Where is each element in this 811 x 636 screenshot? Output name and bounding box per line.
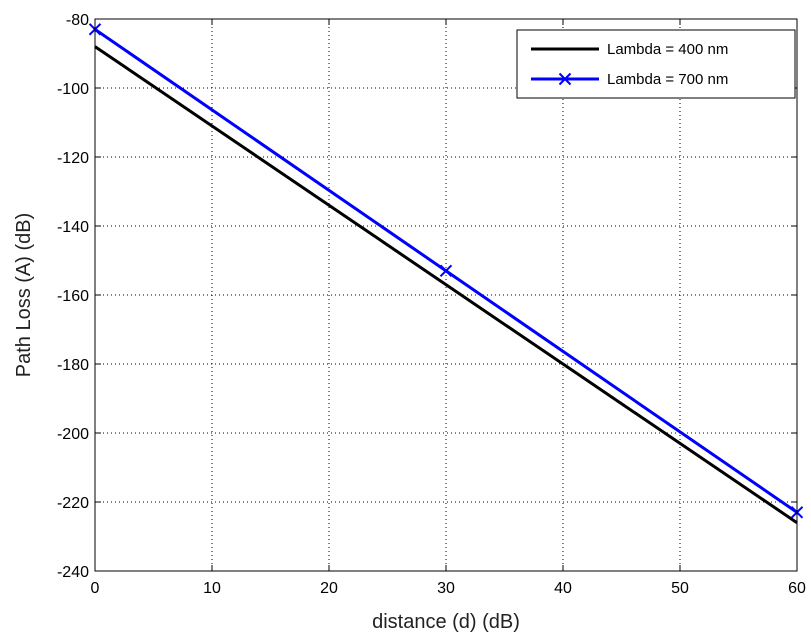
legend: Lambda = 400 nm Lambda = 700 nm bbox=[516, 29, 796, 99]
y-tick-label: -220 bbox=[57, 495, 89, 512]
y-tick-label: -100 bbox=[57, 81, 89, 98]
legend-marker-lambda-700 bbox=[558, 72, 572, 86]
series-line-0 bbox=[94, 45, 798, 524]
legend-box bbox=[516, 29, 796, 99]
legend-marker-stroke bbox=[558, 72, 572, 86]
y-tick-label: -240 bbox=[57, 564, 89, 581]
legend-label-lambda-400: Lambda = 400 nm bbox=[607, 41, 728, 58]
y-axis-label: Path Loss (A) (dB) bbox=[13, 213, 35, 378]
y-tick-label: -80 bbox=[66, 12, 89, 29]
x-tick-label: 30 bbox=[437, 580, 455, 597]
x-tick-label: 10 bbox=[203, 580, 221, 597]
legend-label-lambda-700: Lambda = 700 nm bbox=[607, 71, 728, 88]
marker-stroke bbox=[439, 264, 453, 278]
x-tick-label: 40 bbox=[554, 580, 572, 597]
x-tick-label: 50 bbox=[671, 580, 689, 597]
x-tick-label: 20 bbox=[320, 580, 338, 597]
series-marker-1 bbox=[439, 264, 453, 278]
x-tick-label: 0 bbox=[91, 580, 100, 597]
y-tick-label: -200 bbox=[57, 426, 89, 443]
y-tick-label: -160 bbox=[57, 288, 89, 305]
marker-stroke bbox=[558, 72, 572, 86]
y-tick-label: -180 bbox=[57, 357, 89, 374]
y-tick-label: -140 bbox=[57, 219, 89, 236]
y-tick-label: -120 bbox=[57, 150, 89, 167]
x-axis-label: distance (d) (dB) bbox=[372, 611, 520, 633]
x-tick-label: 60 bbox=[788, 580, 806, 597]
tick-labels: 0 10 20 30 40 50 60 -80 -100 -120 -140 -160 -180 -200… bbox=[57, 12, 806, 597]
axis-ticks bbox=[94, 18, 798, 572]
